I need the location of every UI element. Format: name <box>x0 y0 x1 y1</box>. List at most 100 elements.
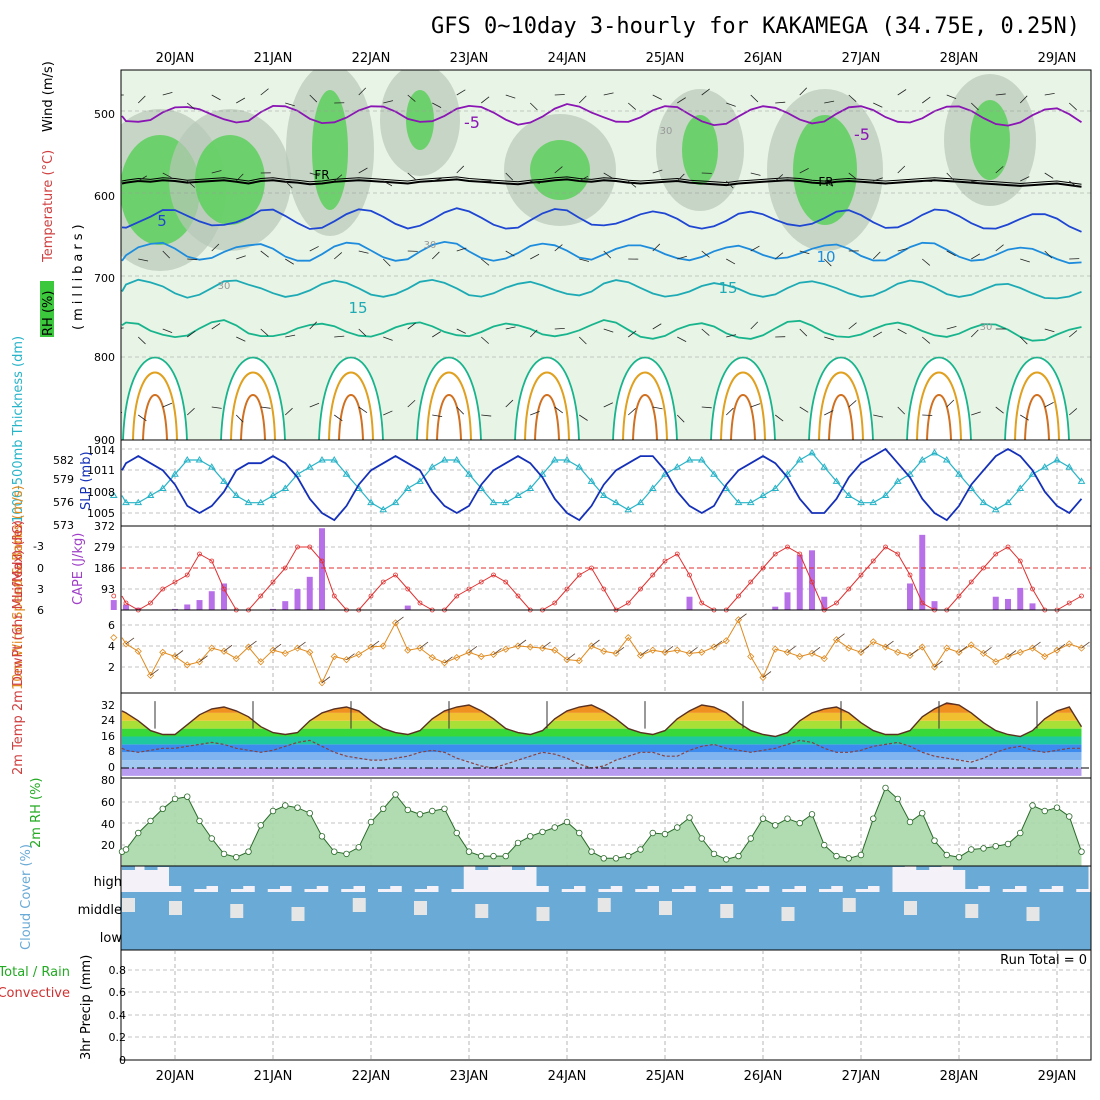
top-date-label: 25JAN <box>646 51 685 66</box>
wind-barb <box>1032 641 1041 649</box>
wind-barb <box>419 641 429 649</box>
wind-barb <box>676 173 685 182</box>
temperature-band <box>122 736 1082 745</box>
wind-barb <box>211 323 221 330</box>
wind-speed-point <box>649 646 657 654</box>
wind-barb <box>236 336 246 342</box>
lifted-index-point <box>393 572 398 578</box>
wind-speed-point <box>428 653 436 662</box>
cape-y-axis: 93 186 279 372 <box>94 520 115 596</box>
wind-barb <box>640 649 649 656</box>
thickness-point <box>930 448 939 456</box>
thickness-point <box>207 463 216 470</box>
wind-barb <box>529 102 538 111</box>
rh-point <box>355 844 362 851</box>
y-tick-label: 1008 <box>87 486 115 499</box>
boundary-layer-arch <box>514 356 580 440</box>
temperature-band-group <box>122 703 1082 776</box>
cloud-high-block <box>855 866 868 889</box>
thickness-point <box>146 491 155 499</box>
isotherm-line <box>121 207 1082 233</box>
rh-point <box>147 817 154 825</box>
wind-barb <box>530 411 540 416</box>
cloud-high-block <box>1014 866 1028 886</box>
lifted-index-point <box>809 579 815 585</box>
cloud-high-block <box>977 866 991 886</box>
thickness-point <box>918 456 927 463</box>
rh-point <box>674 824 681 831</box>
wind-barb <box>897 406 906 415</box>
cloud-high-block <box>218 866 231 892</box>
wind-barb <box>946 399 955 408</box>
lifted-index-point <box>993 551 999 557</box>
cloud-high-block <box>316 866 329 886</box>
wind-barb <box>529 329 538 338</box>
wind-barb <box>725 180 734 189</box>
wind-barb <box>432 102 442 109</box>
lifted-index-point <box>797 551 803 557</box>
y-tick-label: 576 <box>53 496 74 509</box>
lifted-index-point <box>1066 600 1072 606</box>
rh-panel: 20 40 60 80 2m RH (%) <box>29 774 1092 867</box>
wind-barb <box>187 330 196 338</box>
rh-point <box>331 848 338 855</box>
wind-barb <box>333 252 343 260</box>
y-tick-label: 700 <box>94 272 115 285</box>
wind-barb <box>211 406 222 409</box>
rh-point <box>735 852 742 860</box>
wind-barb <box>885 640 894 648</box>
lifted-index-point <box>638 586 643 592</box>
wind-barb <box>1068 102 1077 111</box>
wind-barb <box>199 655 208 663</box>
wind-barb <box>1056 643 1066 651</box>
wind-barb <box>223 644 233 652</box>
rh-point <box>600 855 607 862</box>
cape-bar <box>796 554 803 610</box>
y-tick-label: 573 <box>53 519 74 532</box>
cloud-high-block <box>303 866 317 889</box>
cloud-high-block <box>438 866 452 892</box>
y-tick-label: 579 <box>53 473 74 486</box>
wind-barb <box>174 650 184 657</box>
wind-barb <box>799 87 808 96</box>
thickness-point <box>955 470 963 477</box>
wind-barb <box>432 177 442 182</box>
y-tick-label: 279 <box>94 541 115 554</box>
wind-barb <box>309 172 320 177</box>
lifted-index-point <box>699 600 705 606</box>
wind-barb <box>1044 328 1055 333</box>
bottom-date-label: 27JAN <box>842 1069 881 1084</box>
thickness-point <box>673 463 682 470</box>
thickness-point <box>195 456 204 463</box>
wind-barb <box>946 172 955 181</box>
wind-barb <box>824 410 834 416</box>
thickness-slp-panel: 573 576 579 582 1005 1008 1011 1014 1000… <box>11 336 1092 532</box>
wind-speed-point <box>526 643 534 651</box>
wind-barb <box>505 172 514 181</box>
cloud-high-block <box>291 866 305 892</box>
thickness-point <box>269 491 277 499</box>
wind-barb <box>236 255 246 260</box>
rh-point <box>980 845 987 852</box>
wind-barb <box>578 336 587 345</box>
wind-barb <box>787 645 796 653</box>
wind-barb <box>738 613 747 621</box>
rh-legend-swatch <box>40 281 54 337</box>
wind-barb <box>542 641 551 649</box>
wind-speed-point <box>1041 652 1049 661</box>
wind-barb <box>284 407 293 416</box>
cloud-high-block <box>450 866 464 889</box>
cape-bar <box>404 605 411 610</box>
lifted-index-point <box>282 565 288 571</box>
thickness-point <box>795 456 804 463</box>
wind-barb <box>554 244 563 252</box>
lifted-index-line <box>121 546 1082 611</box>
wind-barb <box>187 258 198 261</box>
wind-barb <box>897 328 907 335</box>
cape-bar <box>270 608 276 610</box>
wind-barb <box>358 328 367 337</box>
rh-point <box>392 791 399 798</box>
y-tick-label: 372 <box>94 520 115 533</box>
thickness-point <box>575 463 584 470</box>
wind-barb <box>260 406 271 409</box>
